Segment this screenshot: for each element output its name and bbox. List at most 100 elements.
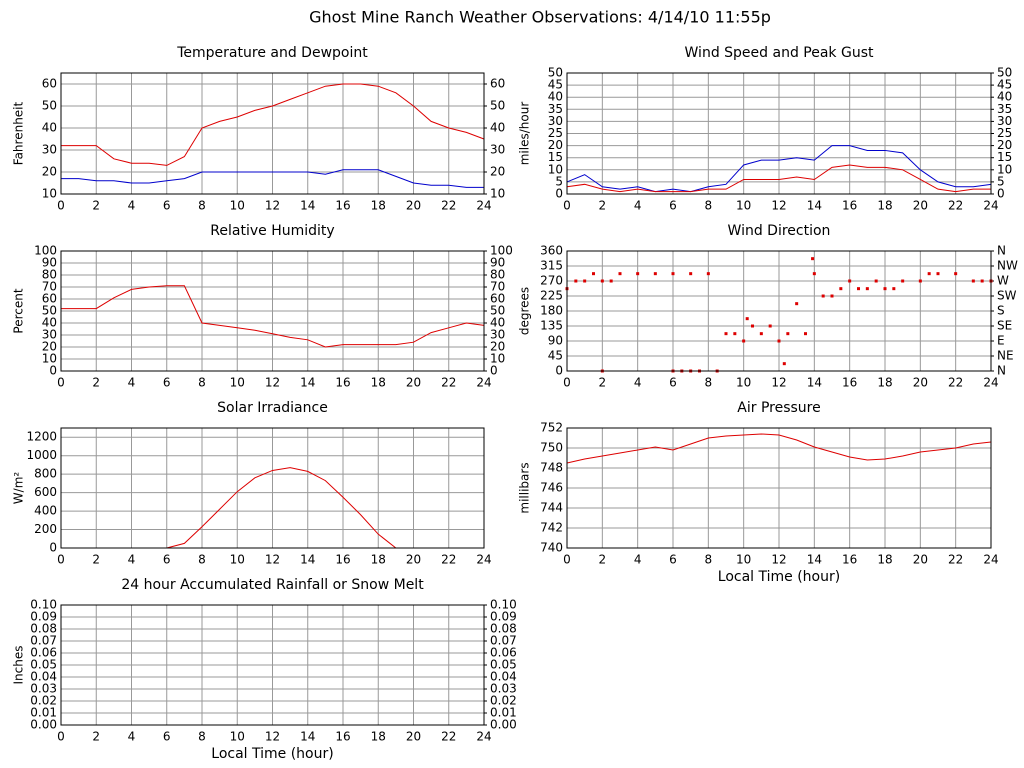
x-tick-label: 24 [476,730,491,744]
y2-tick-label: 50 [490,304,505,318]
y-tick-label: 35 [548,102,563,116]
x-tick-label: 20 [406,199,421,213]
y-tick-label: 60 [42,292,57,306]
data-point [971,279,975,283]
y2-tick-label: 0.09 [490,610,517,624]
y2-tick-label: 0.05 [490,658,517,672]
y-axis-label: degrees [518,287,532,335]
data-point [830,294,834,298]
chart-title: Relative Humidity [210,223,334,239]
y-axis-label: Inches [12,646,26,685]
data-point [777,339,781,343]
x-tick-label: 0 [57,553,65,567]
x-tick-label: 8 [705,376,713,390]
chart-panel: 24 hour Accumulated Rainfall or Snow Mel… [12,577,517,762]
y2-tick-label: NE [997,349,1014,363]
x-tick-label: 18 [877,199,892,213]
y-tick-label: 0 [555,364,563,378]
y2-tick-label: 5 [997,174,1005,188]
x-tick-label: 12 [265,376,280,390]
y-tick-label: 0.03 [30,682,57,696]
y2-tick-label: 10 [997,162,1012,176]
y-axis-label: W/m² [12,472,26,505]
y2-tick-label: N [997,244,1006,258]
x-tick-label: 18 [371,553,386,567]
y-tick-label: 0.05 [30,658,57,672]
x-tick-label: 14 [300,199,315,213]
y-tick-label: 135 [540,319,563,333]
data-line [566,433,992,464]
y-tick-label: 20 [42,340,57,354]
y-tick-label: 225 [540,289,563,303]
y2-tick-label: 20 [997,138,1012,152]
y2-tick-label: E [997,334,1005,348]
y-tick-label: 748 [540,461,563,475]
data-point [609,279,613,283]
y2-tick-label: 10 [490,187,505,201]
y2-tick-label: 0.03 [490,682,517,696]
x-tick-label: 16 [335,553,350,567]
y-tick-label: 0 [49,364,57,378]
y-tick-label: 1000 [26,448,57,462]
y2-tick-label: 50 [997,66,1012,80]
x-tick-label: 4 [128,199,136,213]
x-tick-label: 6 [669,199,677,213]
x-tick-label: 18 [371,730,386,744]
y2-tick-label: 30 [490,143,505,157]
y-tick-label: 40 [42,316,57,330]
y-tick-label: 15 [548,150,563,164]
y-tick-label: 0.07 [30,634,57,648]
data-point [592,272,595,276]
y2-tick-label: 15 [997,150,1012,164]
data-point [865,287,869,291]
x-tick-label: 20 [913,553,928,567]
data-point [759,332,763,336]
y-tick-label: 90 [42,256,57,270]
x-tick-label: 14 [807,376,822,390]
y-tick-label: 30 [42,143,57,157]
y-tick-label: 0.01 [30,706,57,720]
y2-tick-label: SW [997,289,1017,303]
x-tick-label: 6 [669,553,677,567]
y2-tick-label: 0 [997,187,1005,201]
chart-panel: Air Pressure millibars Local Time (hour) 0 2… [518,400,999,585]
x-tick-label: 4 [634,553,642,567]
x-tick-label: 6 [163,730,171,744]
x-tick-label: 18 [877,376,892,390]
y-tick-label: 45 [548,349,563,363]
y2-tick-label: 0 [490,364,498,378]
data-line [61,83,485,166]
y2-tick-label: 40 [997,90,1012,104]
y-tick-label: 180 [540,304,563,318]
y-tick-label: 70 [42,280,57,294]
x-tick-label: 22 [948,376,963,390]
y2-tick-label: N [997,364,1006,378]
chart-title: Wind Direction [728,223,831,239]
x-tick-label: 8 [198,553,206,567]
x-tick-label: 8 [198,730,206,744]
y-axis-label: miles/hour [518,102,532,166]
y2-tick-label: 50 [490,99,505,113]
y-tick-label: 30 [42,328,57,342]
x-tick-label: 12 [771,376,786,390]
x-tick-label: 2 [92,199,100,213]
y-tick-label: 0.08 [30,622,57,636]
data-point [782,362,786,366]
data-point [751,324,754,328]
y-tick-label: 360 [540,244,563,258]
x-tick-label: 24 [476,199,491,213]
y-tick-label: 0.10 [30,598,57,612]
x-tick-label: 22 [948,553,963,567]
x-tick-label: 4 [128,376,136,390]
y2-tick-label: 0.10 [490,598,517,612]
y-tick-label: 742 [540,521,563,535]
x-tick-label: 24 [476,553,491,567]
y2-tick-label: 80 [490,268,505,282]
y-axis-label: Percent [12,288,26,333]
data-point [636,272,640,276]
x-tick-label: 24 [983,553,998,567]
x-tick-label: 16 [842,376,857,390]
